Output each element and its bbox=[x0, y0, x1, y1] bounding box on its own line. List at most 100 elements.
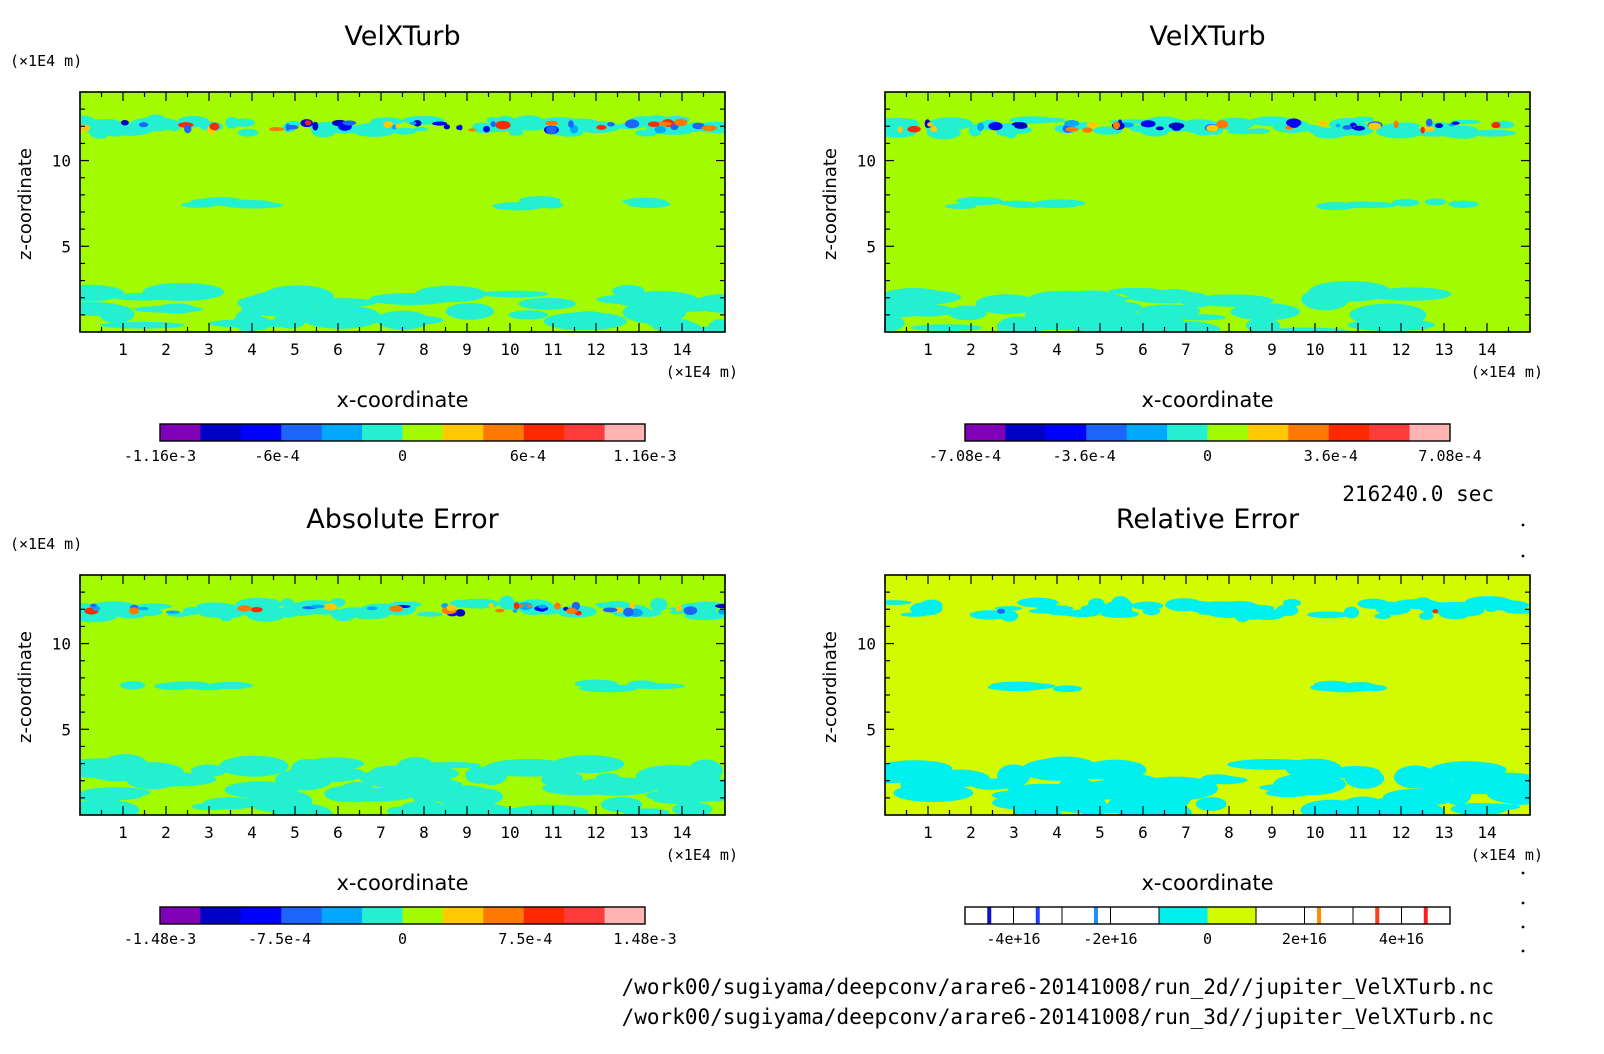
upper-layer-core bbox=[907, 125, 921, 133]
upper-layer-core bbox=[395, 123, 401, 129]
upper-layer-patch bbox=[416, 611, 443, 617]
upper-layer-patch bbox=[1312, 127, 1346, 139]
colorbar-label: 1.48e-3 bbox=[613, 930, 676, 948]
upper-layer-core bbox=[683, 606, 698, 615]
x-unit-label: (×1E4 m) bbox=[666, 363, 738, 381]
panel-velxturb-2d: VelXTurb(×1E4 m)1 2 3 4 5 6 7 8 9 10 11 12 13 14510(×… bbox=[10, 21, 738, 465]
lower-layer-patch bbox=[1032, 313, 1096, 331]
colorbar-cell bbox=[564, 907, 606, 924]
colorbar-label: 0 bbox=[1203, 447, 1212, 465]
y-unit-label: (×1E4 m) bbox=[10, 535, 82, 553]
colorbar-cell bbox=[483, 424, 525, 441]
colorbar-cell bbox=[483, 907, 525, 924]
colorbar-cell bbox=[1409, 424, 1451, 441]
upper-layer-patch bbox=[116, 123, 144, 136]
upper-layer-patch bbox=[1165, 598, 1203, 612]
upper-layer-patch bbox=[1000, 610, 1019, 622]
lower-layer-patch bbox=[600, 797, 643, 813]
colorbar-cell bbox=[1288, 424, 1330, 441]
upper-layer-core bbox=[1065, 126, 1079, 132]
lower-layer-patch bbox=[1195, 797, 1227, 811]
mid-level-streak bbox=[154, 682, 193, 691]
upper-layer-core bbox=[490, 121, 496, 128]
edge-dot bbox=[1521, 554, 1525, 558]
mid-level-streak bbox=[1309, 683, 1361, 692]
upper-layer-core bbox=[432, 121, 448, 126]
upper-layer-patch bbox=[1045, 117, 1066, 123]
colorbar-cell bbox=[402, 907, 444, 924]
upper-layer-patch bbox=[1200, 601, 1243, 607]
upper-layer-core bbox=[714, 603, 725, 609]
lower-layer-patch bbox=[133, 305, 204, 313]
upper-layer-core bbox=[1155, 126, 1164, 131]
x-tick-label: 8 bbox=[419, 340, 429, 359]
lower-layer-patch bbox=[485, 758, 572, 777]
y-tick-label: 5 bbox=[866, 720, 876, 739]
upper-layer-patch bbox=[1110, 598, 1133, 612]
x-tick-label: 7 bbox=[376, 340, 386, 359]
colorbar-label: 4e+16 bbox=[1379, 930, 1424, 948]
x-unit-label: (×1E4 m) bbox=[1471, 363, 1543, 381]
lower-layer-patch bbox=[252, 292, 284, 303]
x-tick-label: 7 bbox=[1181, 823, 1191, 842]
lower-layer-patch bbox=[80, 301, 124, 317]
x-axis-label: x-coordinate bbox=[336, 871, 468, 895]
colorbar-label: -7.08e-4 bbox=[929, 447, 1001, 465]
edge-dot bbox=[1521, 901, 1525, 905]
upper-layer-core bbox=[1420, 126, 1425, 134]
x-tick-label: 9 bbox=[462, 340, 472, 359]
x-tick-label: 11 bbox=[543, 823, 562, 842]
colorbar-label: -7.5e-4 bbox=[248, 930, 311, 948]
upper-layer-core bbox=[323, 603, 338, 611]
colorbar-cell bbox=[1159, 907, 1208, 924]
lower-layer-patch bbox=[1191, 294, 1274, 307]
chart-title: VelXTurb bbox=[1149, 21, 1265, 52]
upper-layer-core bbox=[624, 119, 640, 129]
upper-layer-patch bbox=[1044, 608, 1074, 613]
mid-level-streak bbox=[120, 681, 146, 690]
upper-layer-patch bbox=[392, 127, 417, 135]
mid-level-streak bbox=[1000, 682, 1040, 692]
upper-layer-core bbox=[128, 607, 140, 615]
x-tick-label: 8 bbox=[1224, 823, 1234, 842]
upper-layer-core bbox=[488, 602, 494, 609]
upper-layer-core bbox=[455, 609, 466, 617]
upper-layer-core bbox=[383, 120, 393, 129]
lower-layer-patch bbox=[1053, 781, 1136, 801]
lower-layer-patch bbox=[1230, 303, 1301, 321]
upper-layer-core bbox=[495, 608, 505, 613]
lower-layer-patch bbox=[652, 323, 699, 332]
lower-layer-patch bbox=[885, 314, 905, 332]
upper-layer-patch bbox=[80, 115, 95, 126]
mid-level-streak bbox=[181, 201, 216, 208]
upper-layer-core bbox=[927, 122, 933, 127]
lower-layer-patch bbox=[1011, 296, 1065, 310]
x-tick-label: 4 bbox=[247, 340, 257, 359]
upper-layer-core bbox=[468, 128, 477, 132]
upper-layer-core bbox=[1086, 121, 1099, 129]
upper-layer-core bbox=[658, 121, 672, 127]
lower-layer-patch bbox=[628, 300, 671, 309]
x-axis-label: x-coordinate bbox=[336, 388, 468, 412]
upper-layer-patch bbox=[1100, 610, 1140, 618]
upper-layer-core bbox=[237, 605, 252, 612]
colorbar-cell bbox=[1207, 907, 1256, 924]
colorbar-cell bbox=[281, 907, 323, 924]
upper-layer-core bbox=[1140, 120, 1156, 128]
lower-layer-patch bbox=[88, 766, 152, 782]
colorbar-cell bbox=[1247, 424, 1289, 441]
colorbar-cell bbox=[1005, 424, 1047, 441]
lower-layer-patch bbox=[992, 795, 1066, 811]
colorbar-label: 2e+16 bbox=[1282, 930, 1327, 948]
upper-layer-core bbox=[675, 604, 683, 612]
x-tick-label: 1 bbox=[118, 823, 128, 842]
upper-layer-core bbox=[512, 609, 518, 613]
colorbar-cell bbox=[1035, 907, 1040, 924]
colorbar-frame bbox=[964, 423, 1451, 442]
lower-layer-patch bbox=[191, 802, 232, 811]
upper-layer-core bbox=[538, 607, 546, 612]
upper-layer-patch bbox=[281, 598, 294, 608]
lower-layer-patch bbox=[897, 304, 955, 317]
upper-layer-core bbox=[304, 120, 312, 126]
x-tick-label: 11 bbox=[1348, 823, 1367, 842]
